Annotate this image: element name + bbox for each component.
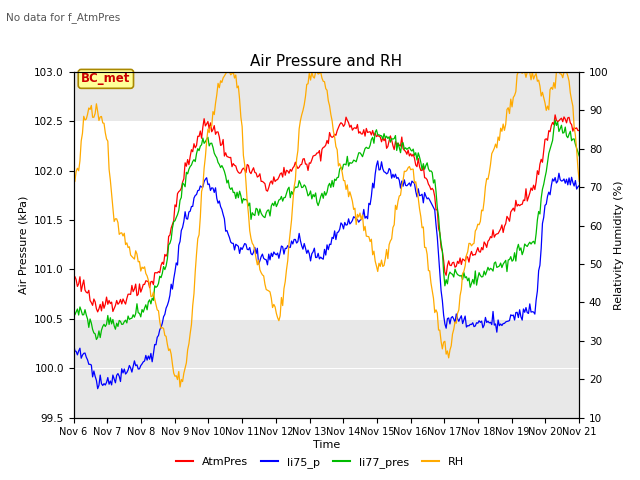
Legend: AtmPres, li75_p, li77_pres, RH: AtmPres, li75_p, li77_pres, RH	[172, 452, 468, 472]
Bar	[74, 121, 579, 319]
Title: Air Pressure and RH: Air Pressure and RH	[250, 54, 403, 70]
Text: BC_met: BC_met	[81, 72, 131, 85]
Y-axis label: Air Pressure (kPa): Air Pressure (kPa)	[19, 196, 29, 294]
Y-axis label: Relativity Humidity (%): Relativity Humidity (%)	[614, 180, 624, 310]
Text: No data for f_AtmPres: No data for f_AtmPres	[6, 12, 121, 23]
X-axis label: Time: Time	[313, 440, 340, 450]
